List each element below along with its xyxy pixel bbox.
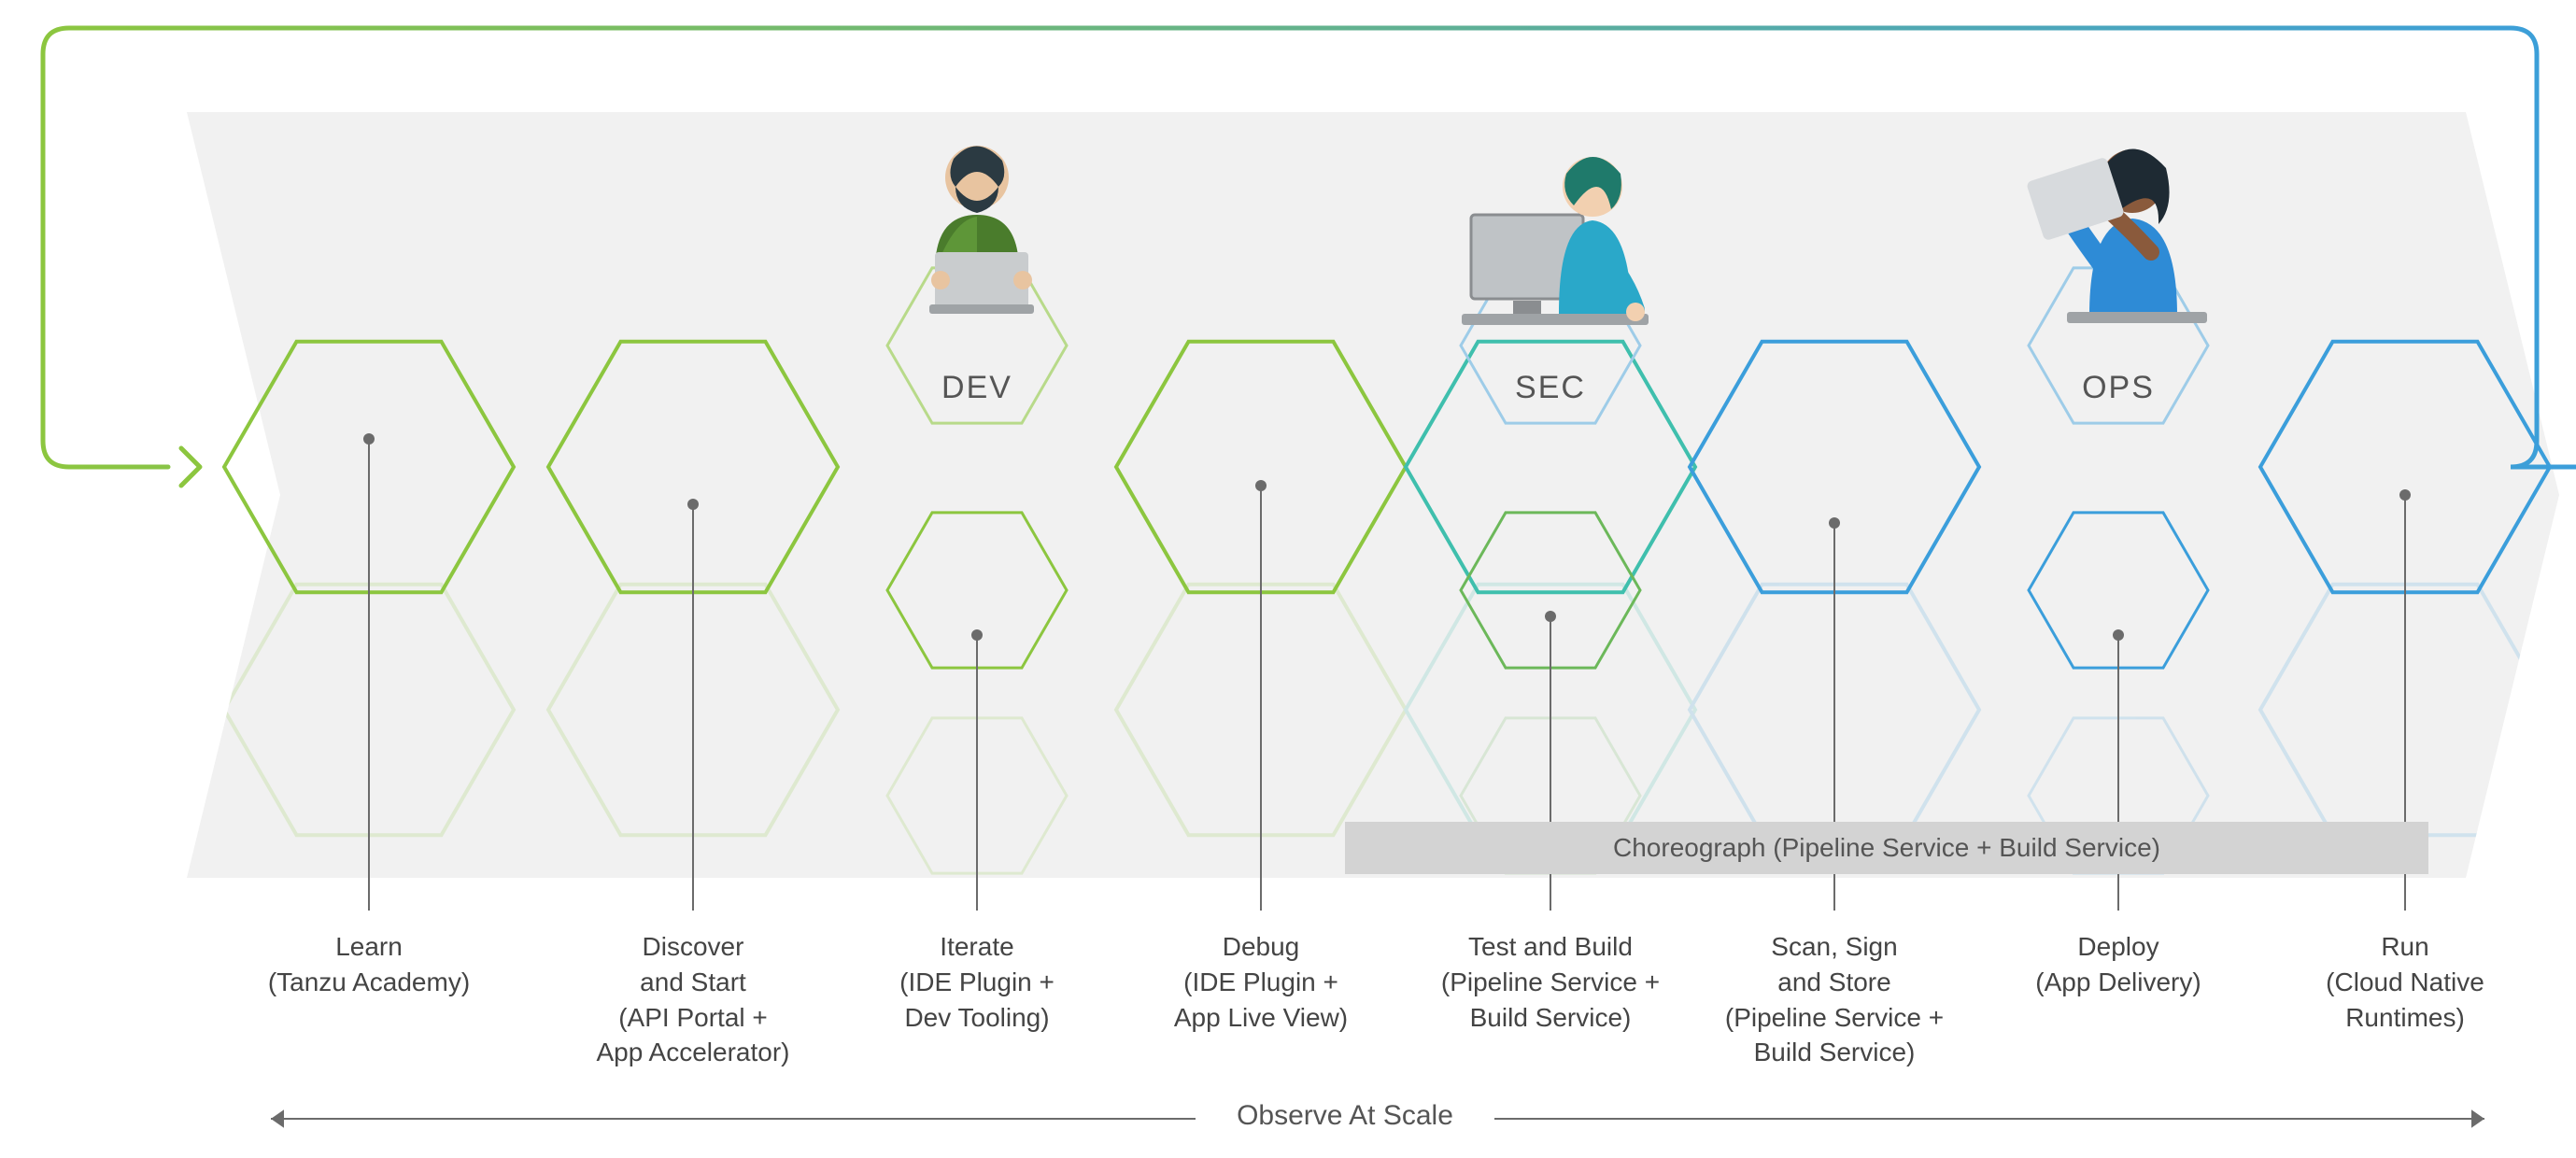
stage-title: Scan, Signand Store (1694, 929, 1974, 1000)
observe-label: Observe At Scale (1237, 1100, 1453, 1132)
stage-label-iterate: Iterate(IDE Plugin +Dev Tooling) (837, 929, 1117, 1035)
stage-title: Discoverand Start (553, 929, 833, 1000)
stage-title: Run (2265, 929, 2545, 965)
stage-label-deploy: Deploy(App Delivery) (1978, 929, 2258, 1000)
stage-sub: (API Portal +App Accelerator) (553, 1000, 833, 1071)
stage-sub: (App Delivery) (1978, 965, 2258, 1000)
stage-sub: (IDE Plugin +Dev Tooling) (837, 965, 1117, 1036)
pipeline-diagram: Choreograph (Pipeline Service + Build Se… (0, 0, 2576, 1158)
stage-sub: (Pipeline Service +Build Service) (1410, 965, 1691, 1036)
stage-sub: (Cloud NativeRuntimes) (2265, 965, 2545, 1036)
stage-title: Test and Build (1410, 929, 1691, 965)
stage-sub: (Tanzu Academy) (229, 965, 509, 1000)
stage-sub: (Pipeline Service +Build Service) (1694, 1000, 1974, 1071)
persona-label-sec: SEC (1457, 370, 1644, 406)
persona-label-ops: OPS (2025, 370, 2212, 406)
stage-title: Iterate (837, 929, 1117, 965)
stage-label-learn: Learn(Tanzu Academy) (229, 929, 509, 1000)
stage-title: Learn (229, 929, 509, 965)
stage-label-discover: Discoverand Start(API Portal +App Accele… (553, 929, 833, 1070)
stage-label-run: Run(Cloud NativeRuntimes) (2265, 929, 2545, 1035)
persona-label-dev: DEV (884, 370, 1070, 406)
stage-label-debug: Debug(IDE Plugin +App Live View) (1121, 929, 1401, 1035)
stage-label-test: Test and Build(Pipeline Service +Build S… (1410, 929, 1691, 1035)
stage-label-scan: Scan, Signand Store(Pipeline Service +Bu… (1694, 929, 1974, 1070)
stage-sub: (IDE Plugin +App Live View) (1121, 965, 1401, 1036)
stage-title: Debug (1121, 929, 1401, 965)
stage-title: Deploy (1978, 929, 2258, 965)
choreograph-bar: Choreograph (Pipeline Service + Build Se… (1345, 822, 2428, 874)
